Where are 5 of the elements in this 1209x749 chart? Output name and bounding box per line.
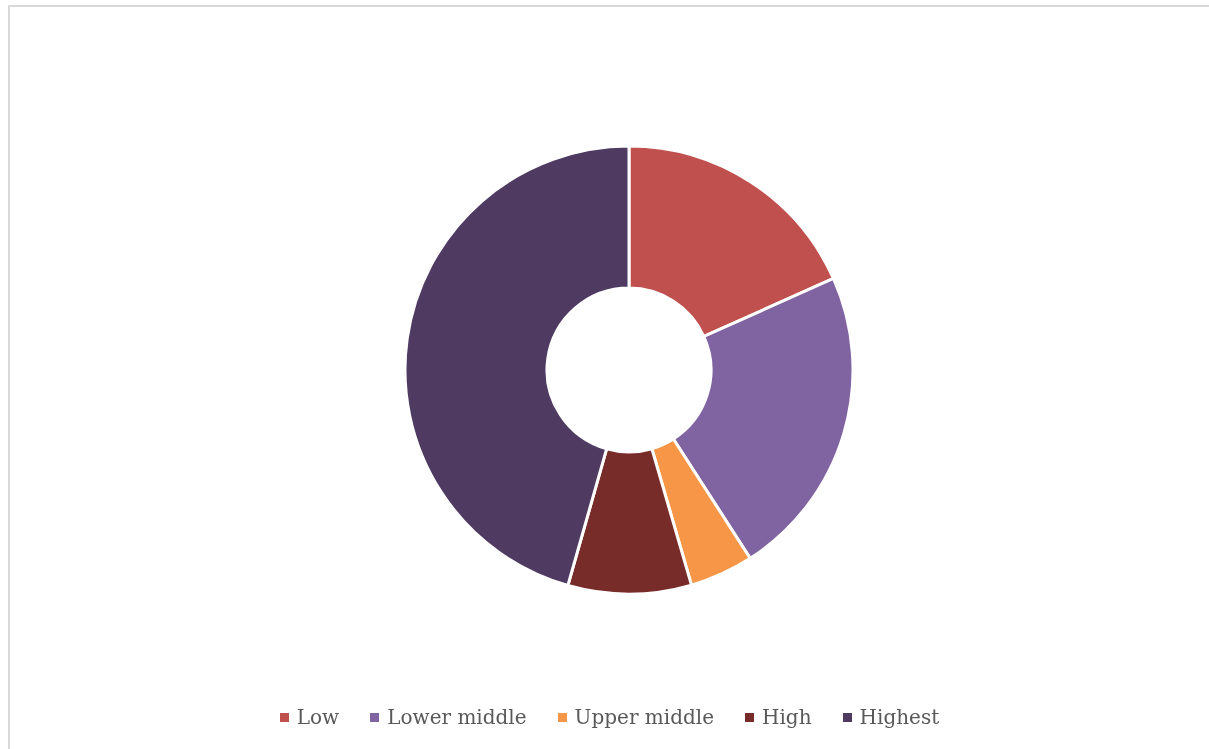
legend-label: Highest [859,705,940,729]
legend-label: High [762,705,812,729]
legend-label: Low [296,705,340,729]
legend-label: Lower middle [387,705,527,729]
legend-label: Upper middle [574,705,715,729]
